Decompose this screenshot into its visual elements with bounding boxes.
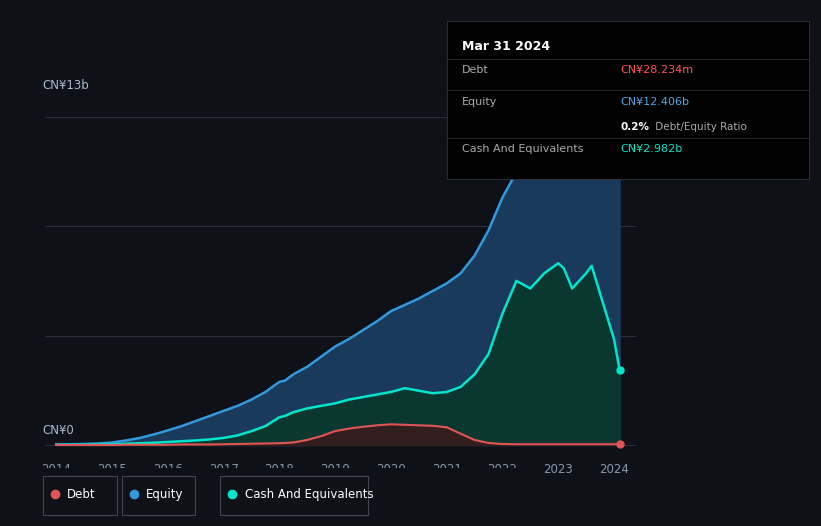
Bar	[220, 476, 368, 515]
Bar	[122, 476, 195, 515]
Text: CN¥13b: CN¥13b	[42, 79, 89, 92]
Bar	[43, 476, 117, 515]
Text: Debt: Debt	[462, 65, 488, 75]
Text: Mar 31 2024: Mar 31 2024	[462, 40, 550, 53]
Text: Debt/Equity Ratio: Debt/Equity Ratio	[652, 122, 746, 132]
Text: Equity: Equity	[462, 97, 498, 107]
Text: CN¥0: CN¥0	[42, 424, 74, 437]
Text: CN¥12.406b: CN¥12.406b	[621, 97, 690, 107]
Text: Debt: Debt	[67, 488, 96, 501]
Text: 0.2%: 0.2%	[621, 122, 650, 132]
Text: Equity: Equity	[146, 488, 184, 501]
Text: Cash And Equivalents: Cash And Equivalents	[245, 488, 374, 501]
Text: CN¥2.982b: CN¥2.982b	[621, 144, 683, 154]
Text: Cash And Equivalents: Cash And Equivalents	[462, 144, 584, 154]
Text: CN¥28.234m: CN¥28.234m	[621, 65, 694, 75]
